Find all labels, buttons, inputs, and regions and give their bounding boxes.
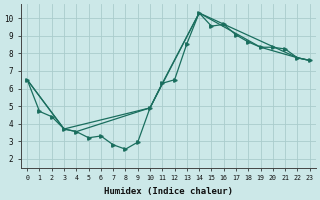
X-axis label: Humidex (Indice chaleur): Humidex (Indice chaleur) (104, 187, 233, 196)
